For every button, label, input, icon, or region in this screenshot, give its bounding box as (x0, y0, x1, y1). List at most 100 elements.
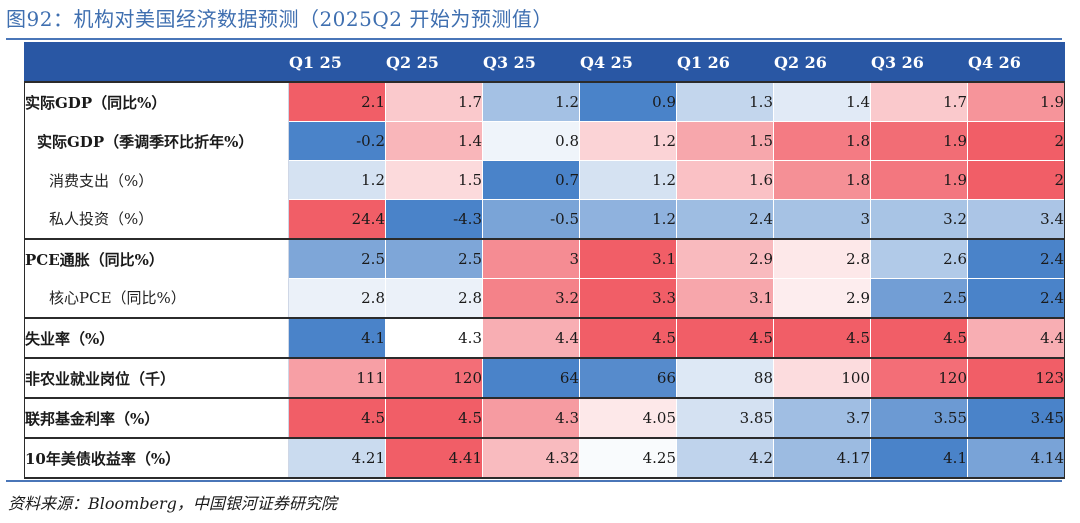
value-cell: 1.3 (676, 81, 774, 122)
row-label: 消费支出（%） (24, 160, 289, 200)
value-cell: 2 (967, 160, 1065, 200)
row-label: 私人投资（%） (24, 199, 289, 239)
value-cell: 4.17 (773, 437, 871, 479)
value-cell: 2.9 (676, 238, 774, 279)
value-cell: -0.2 (288, 121, 386, 161)
row-label: 实际GDP（季调季环比折年%） (24, 121, 289, 161)
value-cell: 2.8 (288, 278, 386, 318)
value-cell: 4.3 (482, 397, 580, 438)
column-header: Q3 25 (482, 42, 580, 83)
value-cell: 4.32 (482, 437, 580, 479)
table-row: PCE通胀（同比%） 2.5 2.5 3 3.1 2.9 2.8 2.6 2.4 (24, 238, 1065, 279)
column-header: Q1 26 (676, 42, 774, 83)
value-cell: 4.5 (579, 317, 677, 358)
table-row: 联邦基金利率（%） 4.5 4.5 4.3 4.05 3.85 3.7 3.55 3.45 (24, 397, 1065, 438)
value-cell: 2.8 (773, 238, 871, 279)
column-header: Q2 26 (773, 42, 871, 83)
value-cell: 1.9 (870, 160, 968, 200)
bottom-rule (6, 480, 1062, 482)
value-cell: 2.1 (288, 81, 386, 122)
row-label: 核心PCE（同比%） (24, 278, 289, 318)
value-cell: 120 (870, 357, 968, 398)
value-cell: 2.5 (385, 238, 483, 279)
value-cell: 3.1 (579, 238, 677, 279)
header-row: Q1 25 Q2 25 Q3 25 Q4 25 Q1 26 Q2 26 Q3 26 Q4 26 (24, 42, 1065, 83)
value-cell: 1.5 (385, 160, 483, 200)
value-cell: 0.7 (482, 160, 580, 200)
value-cell: 3.2 (870, 199, 968, 239)
value-cell: 100 (773, 357, 871, 398)
value-cell: 66 (579, 357, 677, 398)
top-rule (6, 38, 1062, 40)
value-cell: -0.5 (482, 199, 580, 239)
value-cell: 1.4 (773, 81, 871, 122)
value-cell: 1.5 (676, 121, 774, 161)
table-row: 核心PCE（同比%） 2.8 2.8 3.2 3.3 3.1 2.9 2.5 2.4 (24, 278, 1065, 318)
value-cell: 120 (385, 357, 483, 398)
value-cell: 3.1 (676, 278, 774, 318)
value-cell: 3 (773, 199, 871, 239)
value-cell: 1.2 (579, 121, 677, 161)
value-cell: 3.45 (967, 397, 1065, 438)
value-cell: 1.9 (870, 121, 968, 161)
value-cell: 1.7 (385, 81, 483, 122)
value-cell: 3.4 (967, 199, 1065, 239)
value-cell: 1.6 (676, 160, 774, 200)
source-note: 资料来源：Bloomberg，中国银河证券研究院 (8, 494, 337, 513)
value-cell: 1.2 (579, 160, 677, 200)
figure-title: 图92：机构对美国经济数据预测（2025Q2 开始为预测值） (6, 7, 553, 31)
table-row: 实际GDP（季调季环比折年%） -0.2 1.4 0.8 1.2 1.5 1.8 1.9 2 (24, 121, 1065, 161)
value-cell: 4.5 (385, 397, 483, 438)
value-cell: 4.4 (967, 317, 1065, 358)
value-cell: 1.2 (288, 160, 386, 200)
row-label: 非农业就业岗位（千） (24, 357, 289, 398)
value-cell: 3.2 (482, 278, 580, 318)
value-cell: 24.4 (288, 199, 386, 239)
column-header: Q1 25 (288, 42, 386, 83)
table-row: 失业率（%） 4.1 4.3 4.4 4.5 4.5 4.5 4.5 4.4 (24, 317, 1065, 358)
table-row: 实际GDP（同比%） 2.1 1.7 1.2 0.9 1.3 1.4 1.7 1.9 (24, 81, 1065, 122)
value-cell: 3.55 (870, 397, 968, 438)
value-cell: 4.05 (579, 397, 677, 438)
value-cell: 2.6 (870, 238, 968, 279)
column-header: Q3 26 (870, 42, 968, 83)
value-cell: 4.4 (482, 317, 580, 358)
value-cell: 4.2 (676, 437, 774, 479)
value-cell: 4.41 (385, 437, 483, 479)
row-label: 实际GDP（同比%） (24, 81, 289, 122)
value-cell: 2.8 (385, 278, 483, 318)
value-cell: 3 (482, 238, 580, 279)
value-cell: 1.8 (773, 160, 871, 200)
value-cell: 0.9 (579, 81, 677, 122)
value-cell: 1.7 (870, 81, 968, 122)
value-cell: 3.85 (676, 397, 774, 438)
value-cell: 3.7 (773, 397, 871, 438)
header-corner (24, 42, 289, 83)
value-cell: 1.2 (482, 81, 580, 122)
table-row: 10年美债收益率（%） 4.21 4.41 4.32 4.25 4.2 4.17 4.1 4.1… (24, 437, 1065, 479)
value-cell: 4.14 (967, 437, 1065, 479)
row-label: 失业率（%） (24, 317, 289, 358)
value-cell: 4.5 (870, 317, 968, 358)
value-cell: 4.1 (870, 437, 968, 479)
forecast-heatmap-table: Q1 25 Q2 25 Q3 25 Q4 25 Q1 26 Q2 26 Q3 26 Q4 26… (24, 42, 1065, 479)
column-header: Q4 26 (967, 42, 1065, 83)
value-cell: 4.1 (288, 317, 386, 358)
row-label: 10年美债收益率（%） (24, 437, 289, 479)
table-row: 私人投资（%） 24.4 -4.3 -0.5 1.2 2.4 3 3.2 3.4 (24, 199, 1065, 239)
value-cell: 2 (967, 121, 1065, 161)
value-cell: 2.4 (967, 238, 1065, 279)
value-cell: 2.9 (773, 278, 871, 318)
table-body: 实际GDP（同比%） 2.1 1.7 1.2 0.9 1.3 1.4 1.7 1.9 实际GDP（… (24, 81, 1065, 479)
value-cell: 2.5 (288, 238, 386, 279)
value-cell: 1.8 (773, 121, 871, 161)
column-header: Q2 25 (385, 42, 483, 83)
value-cell: 4.3 (385, 317, 483, 358)
value-cell: 64 (482, 357, 580, 398)
value-cell: 4.5 (773, 317, 871, 358)
column-header: Q4 25 (579, 42, 677, 83)
value-cell: 1.9 (967, 81, 1065, 122)
value-cell: 1.2 (579, 199, 677, 239)
value-cell: 2.5 (870, 278, 968, 318)
value-cell: 111 (288, 357, 386, 398)
